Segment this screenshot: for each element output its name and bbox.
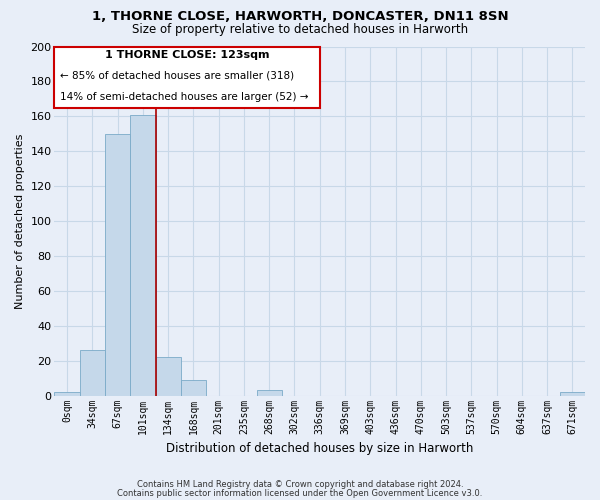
Bar	[80, 350, 105, 396]
Bar	[181, 380, 206, 396]
Text: Size of property relative to detached houses in Harworth: Size of property relative to detached ho…	[132, 22, 468, 36]
Text: ← 85% of detached houses are smaller (318): ← 85% of detached houses are smaller (31…	[60, 71, 294, 81]
Text: Contains public sector information licensed under the Open Government Licence v3: Contains public sector information licen…	[118, 489, 482, 498]
Y-axis label: Number of detached properties: Number of detached properties	[15, 134, 25, 309]
Bar	[105, 134, 130, 396]
Bar	[55, 392, 80, 396]
X-axis label: Distribution of detached houses by size in Harworth: Distribution of detached houses by size …	[166, 442, 473, 455]
Bar	[257, 390, 282, 396]
FancyBboxPatch shape	[55, 46, 320, 108]
Text: Contains HM Land Registry data © Crown copyright and database right 2024.: Contains HM Land Registry data © Crown c…	[137, 480, 463, 489]
Bar	[560, 392, 585, 396]
Text: 1 THORNE CLOSE: 123sqm: 1 THORNE CLOSE: 123sqm	[105, 50, 269, 60]
Bar	[155, 357, 181, 396]
Text: 14% of semi-detached houses are larger (52) →: 14% of semi-detached houses are larger (…	[60, 92, 308, 102]
Text: 1, THORNE CLOSE, HARWORTH, DONCASTER, DN11 8SN: 1, THORNE CLOSE, HARWORTH, DONCASTER, DN…	[92, 10, 508, 23]
Bar	[130, 114, 155, 396]
